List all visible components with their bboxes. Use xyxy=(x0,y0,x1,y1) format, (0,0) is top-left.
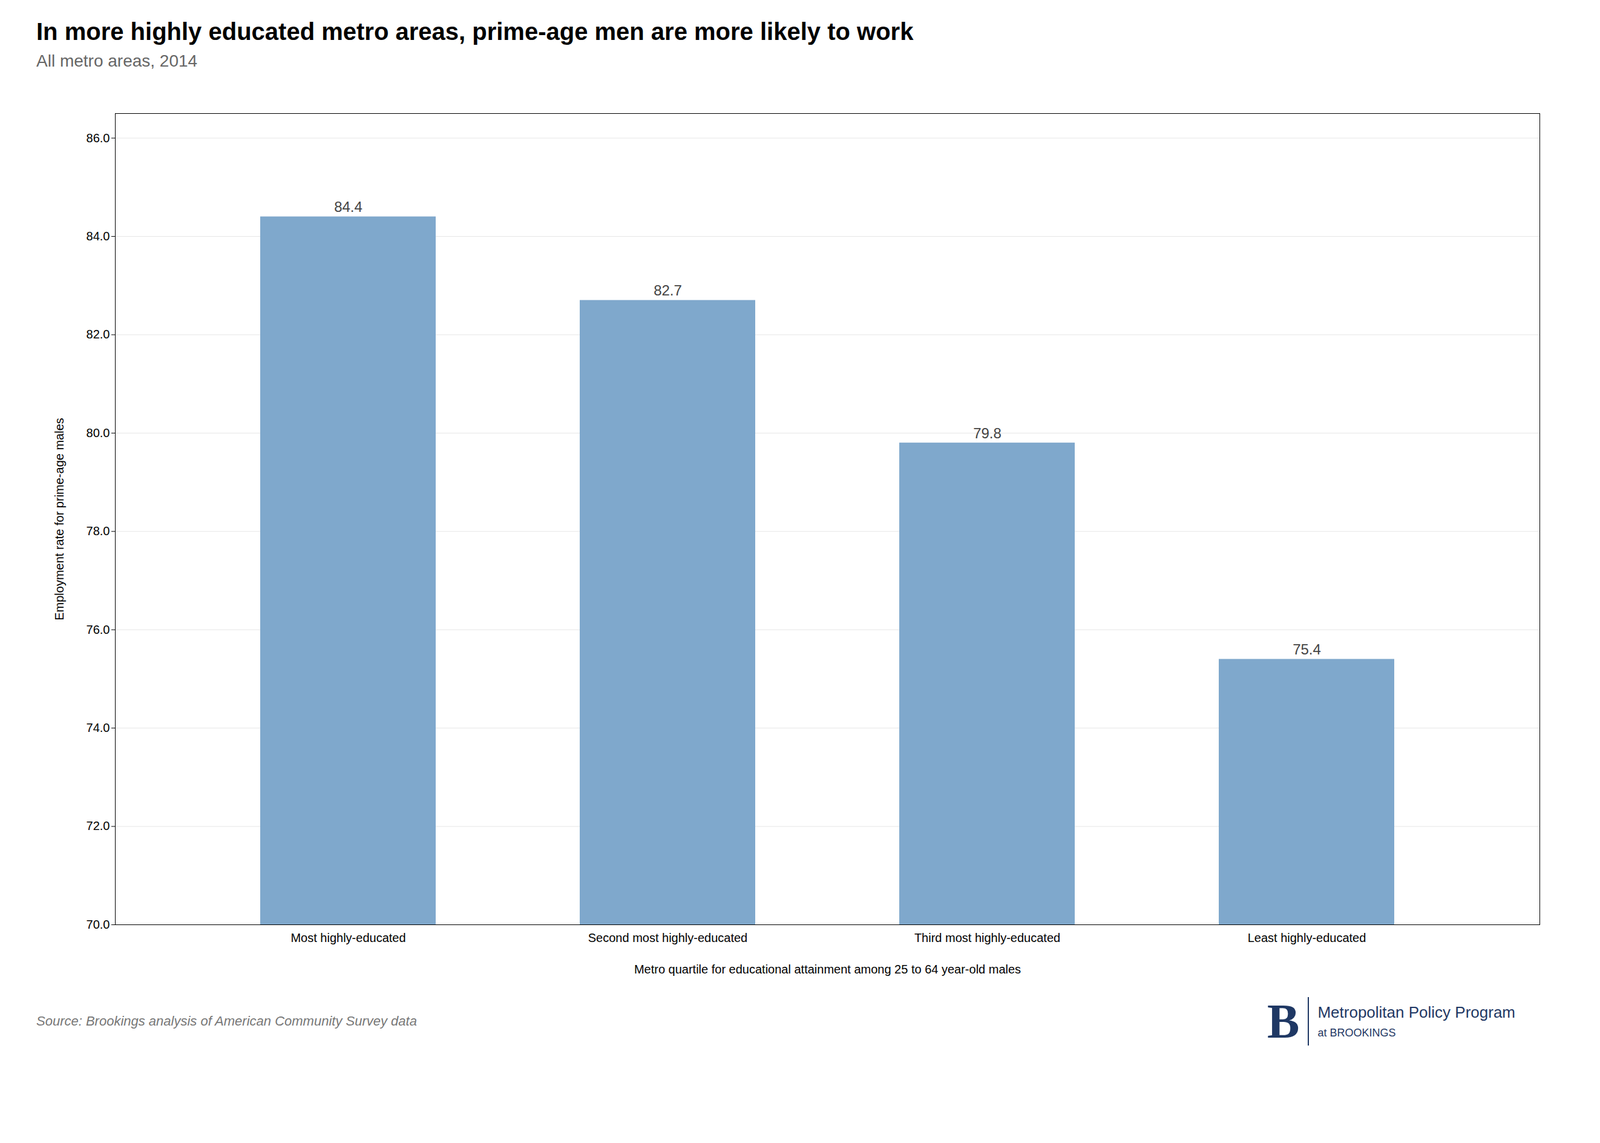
svg-text:76.0: 76.0 xyxy=(86,622,111,637)
html-text:B: B xyxy=(1267,994,1300,1048)
svg-text:84.0: 84.0 xyxy=(86,229,111,243)
svg-text:78.0: 78.0 xyxy=(86,524,111,538)
svg-text:75.4: 75.4 xyxy=(1292,640,1322,658)
svg-text:72.0: 72.0 xyxy=(86,818,111,833)
html-text:In more highly educated metro: In more highly educated metro areas, pri… xyxy=(36,18,914,45)
svg-text:Employment rate for prime-age: Employment rate for prime-age males xyxy=(52,417,66,621)
svg-text:74.0: 74.0 xyxy=(86,720,111,735)
svg-text:84.4: 84.4 xyxy=(334,198,363,215)
svg-text:80.0: 80.0 xyxy=(86,426,111,440)
html-text:Metropolitan Policy Program: Metropolitan Policy Program xyxy=(1317,1002,1516,1021)
svg-text:82.0: 82.0 xyxy=(86,327,111,341)
html-text:at BROOKINGS: at BROOKINGS xyxy=(1317,1026,1396,1039)
svg-text:Metro quartile for educational: Metro quartile for educational attainmen… xyxy=(634,962,1021,976)
svg-text:Most highly-educated: Most highly-educated xyxy=(290,930,406,945)
svg-text:Second most highly-educated: Second most highly-educated xyxy=(588,930,748,945)
svg-text:Least highly-educated: Least highly-educated xyxy=(1247,930,1367,945)
html-text:Source: Brookings analysis of: Source: Brookings analysis of American C… xyxy=(36,1013,417,1029)
svg-text:70.0: 70.0 xyxy=(86,917,111,931)
svg-text:Third most highly-educated: Third most highly-educated xyxy=(914,930,1061,945)
html-text:All metro areas, 2014: All metro areas, 2014 xyxy=(36,51,198,71)
svg-text:79.8: 79.8 xyxy=(973,424,1002,442)
svg-text:82.7: 82.7 xyxy=(653,281,682,299)
svg-text:86.0: 86.0 xyxy=(86,131,111,145)
